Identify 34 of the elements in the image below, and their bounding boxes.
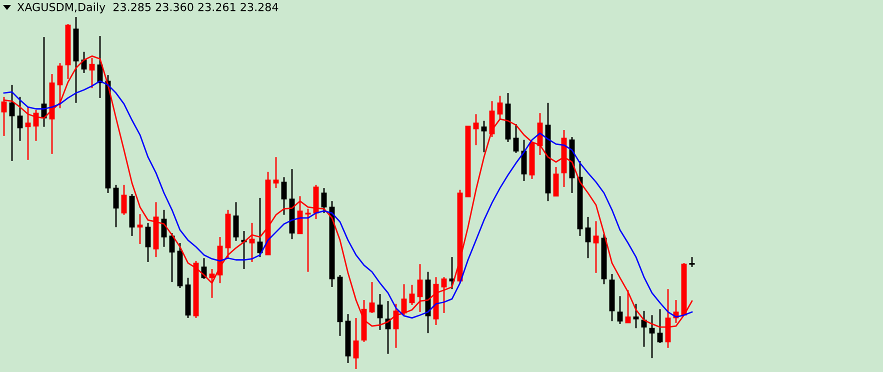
candlestick	[497, 95, 503, 120]
candlestick	[409, 284, 415, 306]
candlestick	[649, 314, 655, 359]
candlestick	[249, 222, 255, 263]
candlestick	[553, 166, 559, 197]
candlestick	[377, 293, 383, 331]
candlestick	[25, 106, 31, 161]
candlestick	[281, 176, 287, 216]
candlestick	[593, 220, 599, 274]
candlestick	[321, 187, 327, 214]
candlestick	[417, 263, 423, 313]
candlestick	[625, 289, 631, 324]
candlestick	[617, 295, 623, 325]
candlestick	[657, 308, 663, 344]
candlestick	[233, 201, 239, 242]
candlestick	[273, 156, 279, 189]
candlestick	[121, 184, 127, 216]
candlestick	[113, 184, 119, 228]
candlestick	[9, 84, 15, 162]
candlestick	[481, 120, 487, 153]
candlestick	[441, 276, 447, 314]
candlestick	[369, 281, 375, 314]
candlestick	[473, 113, 479, 146]
chart-title: XAGUSDM,Daily 23.285 23.360 23.261 23.284	[17, 2, 278, 14]
candlestick	[513, 123, 519, 154]
candlestick	[585, 216, 591, 259]
candlestick	[17, 96, 23, 142]
candlestick	[57, 62, 63, 109]
candlestick	[689, 256, 695, 268]
candlestick	[305, 208, 311, 273]
candlestick	[209, 268, 215, 299]
candlestick	[633, 303, 639, 329]
candlestick	[353, 317, 359, 370]
candlestick	[137, 213, 143, 245]
